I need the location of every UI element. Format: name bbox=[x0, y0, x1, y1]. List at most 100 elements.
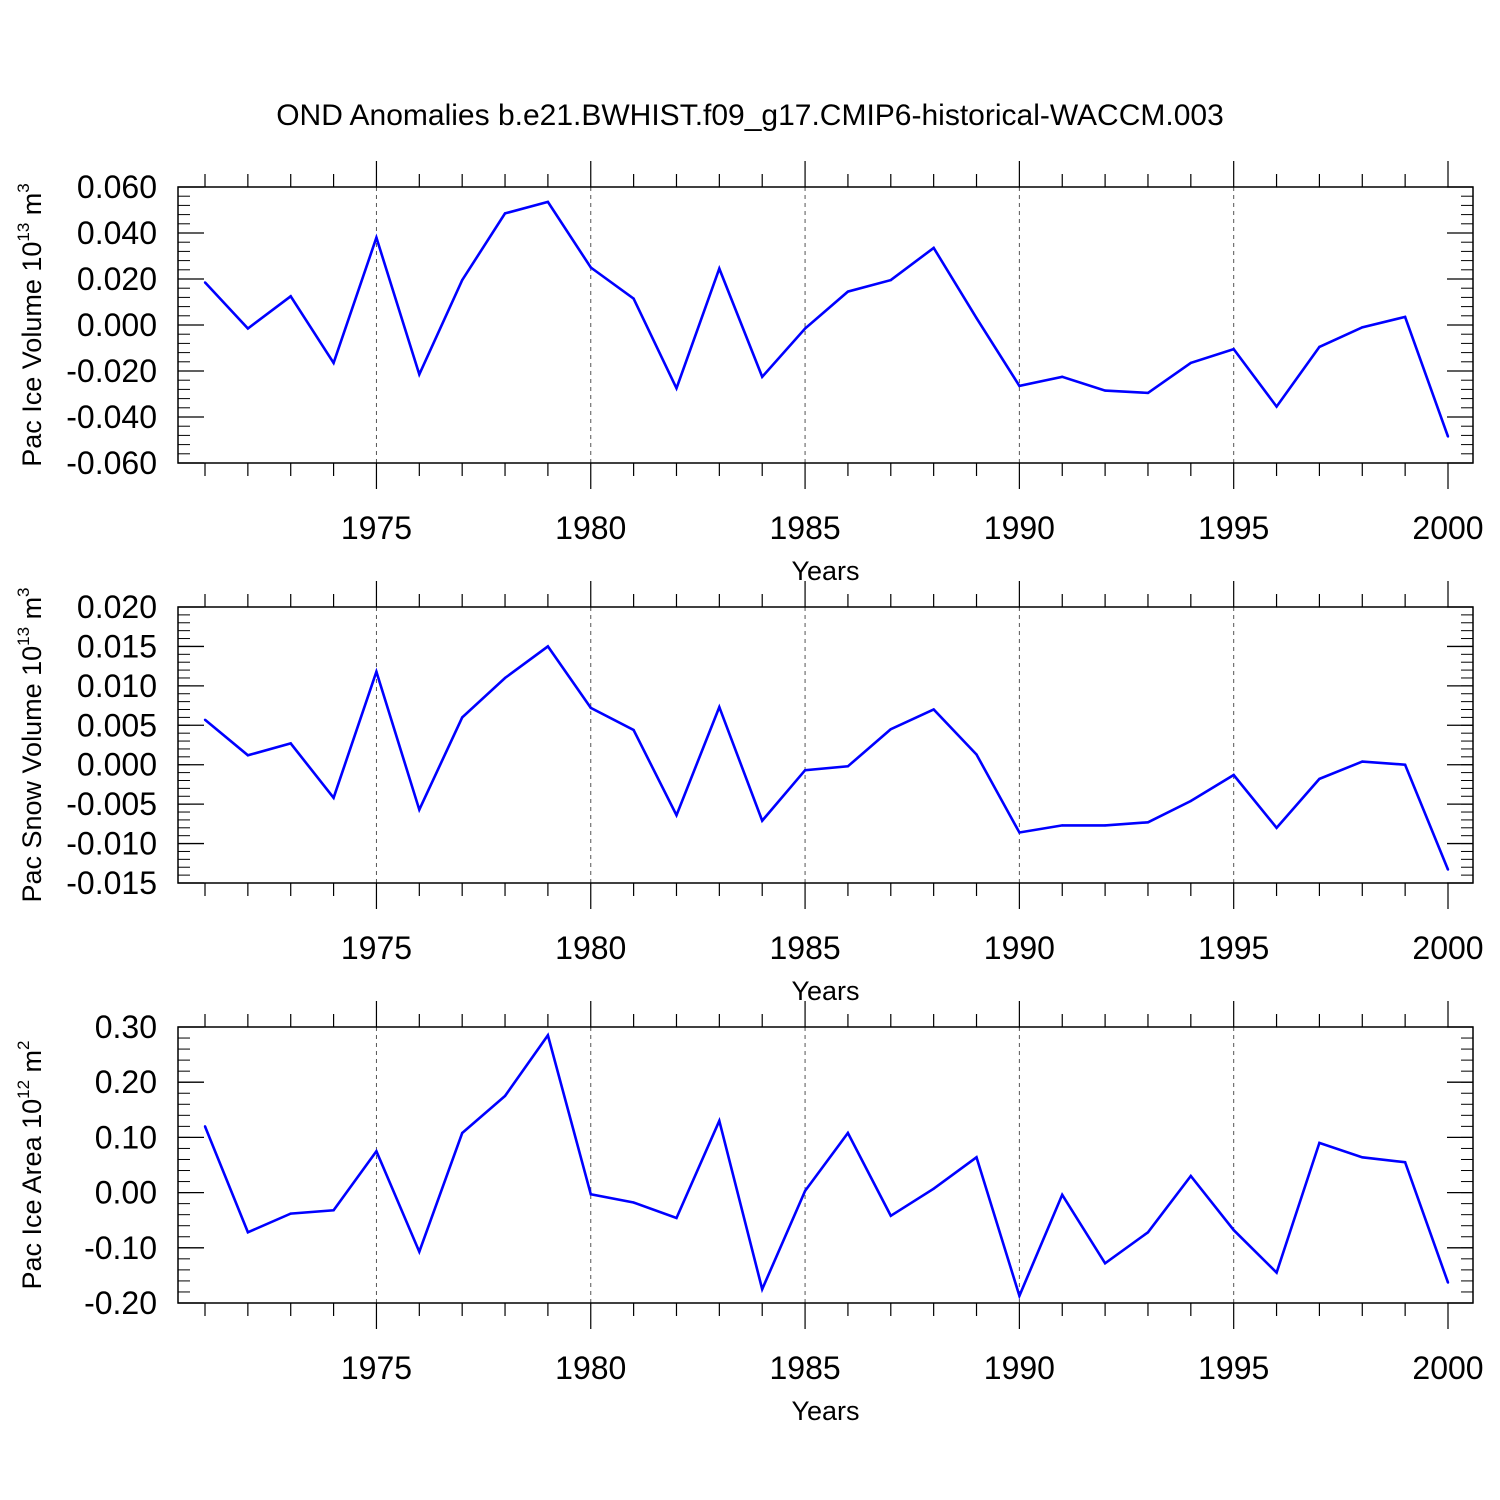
data-point bbox=[1232, 773, 1235, 777]
data-point bbox=[546, 645, 550, 648]
x-tick-label: 1990 bbox=[984, 930, 1055, 966]
data-point bbox=[1146, 391, 1150, 395]
data-point bbox=[332, 1209, 335, 1212]
plot-frame bbox=[177, 186, 1474, 464]
x-tick-label: 2000 bbox=[1412, 930, 1483, 966]
x-tick-label: 1975 bbox=[341, 510, 412, 546]
y-axis-label-superscript: 2 bbox=[14, 1040, 33, 1049]
data-point bbox=[418, 373, 421, 376]
data-point bbox=[418, 1250, 421, 1253]
x-tick-label: 1975 bbox=[341, 930, 412, 966]
data-point bbox=[675, 387, 678, 390]
y-tick-label: 0.000 bbox=[77, 747, 157, 783]
data-point bbox=[846, 290, 850, 293]
x-tick-label: 1985 bbox=[769, 930, 840, 966]
y-tick-label: 0.040 bbox=[77, 215, 157, 251]
data-point bbox=[503, 1094, 507, 1098]
data-point bbox=[632, 728, 635, 732]
data-point bbox=[375, 670, 378, 673]
figure-title: OND Anomalies b.e21.BWHIST.f09_g17.CMIP6… bbox=[276, 99, 1224, 132]
data-point bbox=[1318, 345, 1321, 349]
y-tick-label: -0.020 bbox=[66, 353, 157, 389]
data-point bbox=[375, 236, 378, 239]
data-point bbox=[1103, 1262, 1107, 1265]
plot-frame bbox=[177, 1026, 1474, 1304]
x-tick-label: 1975 bbox=[341, 1350, 412, 1386]
chart-panel-3: 1975 1980 1985 1990 1995 2000 -0.20 -0.10 0.00 0.… bbox=[14, 1001, 1484, 1426]
y-axis-label-superscript: 12 bbox=[14, 1080, 33, 1099]
data-point bbox=[1361, 1156, 1364, 1159]
data-point bbox=[675, 1216, 678, 1220]
y-tick-label: 0.015 bbox=[77, 628, 157, 664]
y-tick-label: -0.060 bbox=[66, 445, 157, 481]
y-tick-label: -0.010 bbox=[66, 826, 157, 862]
y-tick-label: 0.000 bbox=[77, 307, 157, 343]
data-point bbox=[1189, 361, 1193, 365]
data-point bbox=[1061, 375, 1064, 378]
data-point bbox=[289, 1212, 292, 1215]
data-point bbox=[803, 327, 807, 330]
data-point bbox=[375, 1150, 378, 1153]
y-axis-label-part: m bbox=[17, 597, 47, 627]
y-axis-label-part: Pac Ice Volume 10 bbox=[17, 242, 47, 467]
data-point bbox=[889, 278, 892, 282]
y-axis-label-superscript: 3 bbox=[14, 183, 33, 192]
plot-frame bbox=[177, 606, 1474, 884]
data-point bbox=[1189, 1174, 1193, 1178]
data-point bbox=[589, 1193, 592, 1196]
chart-panel-2: 1975 1980 1985 1990 1995 2000 -0.015-0.010 -0.0… bbox=[14, 581, 1484, 1006]
data-point bbox=[1018, 831, 1021, 834]
series-line-1 bbox=[204, 644, 1450, 871]
data-point bbox=[675, 813, 678, 817]
panels: 1975 1980 1985 1990 1995 2000 -0.060 -0.040 -0.0… bbox=[14, 161, 1484, 1426]
y-tick-label: -0.10 bbox=[84, 1230, 157, 1266]
y-axis-label-superscript: 13 bbox=[14, 627, 33, 646]
x-axis-label: Years bbox=[791, 556, 859, 586]
data-point bbox=[1446, 435, 1450, 438]
series-line-1 bbox=[204, 200, 1450, 438]
y-axis-label: Pac Ice Area 1012 m2 bbox=[14, 1040, 47, 1289]
y-axis-label: Pac Snow Volume 1013 m3 bbox=[14, 587, 47, 902]
data-point bbox=[1018, 384, 1021, 388]
data-point bbox=[1103, 824, 1107, 827]
x-tick-label: 1995 bbox=[1198, 930, 1269, 966]
data-point bbox=[332, 361, 335, 365]
x-tick-label: 1980 bbox=[555, 1350, 626, 1386]
y-axis-label-part: m bbox=[17, 1050, 47, 1080]
data-point bbox=[846, 765, 850, 768]
y-tick-label: 0.020 bbox=[77, 589, 157, 625]
data-point bbox=[546, 1034, 550, 1037]
data-point bbox=[1232, 347, 1235, 351]
data-point bbox=[246, 327, 250, 330]
y-axis-label-part: m bbox=[17, 193, 47, 223]
y-axis-label-superscript: 3 bbox=[14, 587, 33, 596]
series-line-1 bbox=[203, 1032, 1450, 1300]
data-point bbox=[803, 769, 807, 772]
data-point bbox=[332, 796, 335, 800]
y-tick-label: 0.20 bbox=[95, 1064, 157, 1100]
data-point bbox=[761, 1288, 764, 1291]
data-point bbox=[1189, 799, 1193, 803]
data-point bbox=[503, 676, 507, 680]
data-point bbox=[1446, 1281, 1450, 1284]
y-tick-label: 0.10 bbox=[95, 1119, 157, 1155]
x-tick-label: 1995 bbox=[1198, 510, 1269, 546]
data-point bbox=[589, 706, 592, 710]
data-point bbox=[246, 754, 250, 757]
y-axis-label-part: Pac Snow Volume 10 bbox=[17, 646, 47, 903]
data-point bbox=[1361, 326, 1364, 329]
y-axis-label-part: Pac Ice Area 10 bbox=[17, 1099, 47, 1290]
data-point bbox=[718, 1119, 721, 1123]
data-point bbox=[1232, 1228, 1235, 1232]
y-tick-label: 0.005 bbox=[77, 707, 157, 743]
y-axis-label: Pac Ice Volume 1013 m3 bbox=[14, 183, 47, 467]
data-point bbox=[632, 1201, 635, 1204]
data-point bbox=[460, 716, 464, 719]
chart-panel-1: 1975 1980 1985 1990 1995 2000 -0.060 -0.040 -0.0… bbox=[14, 161, 1484, 586]
data-point bbox=[1061, 1193, 1064, 1197]
data-point bbox=[1318, 777, 1321, 781]
y-axis-label-superscript: 13 bbox=[14, 223, 33, 242]
data-point bbox=[889, 728, 892, 731]
data-point bbox=[975, 1156, 978, 1159]
data-point bbox=[1275, 405, 1278, 408]
